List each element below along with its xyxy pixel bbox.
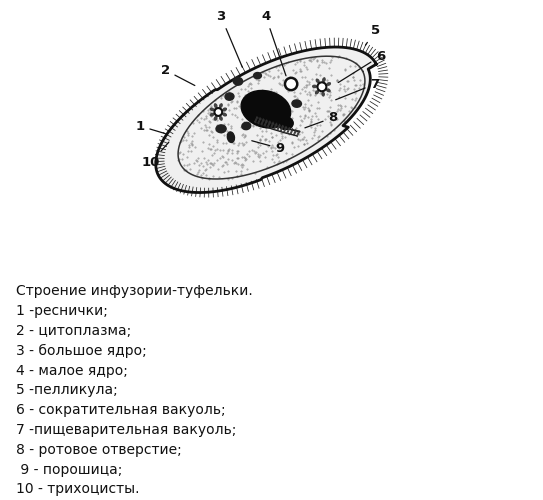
Ellipse shape: [327, 89, 330, 92]
Ellipse shape: [241, 90, 291, 128]
Text: 2: 2: [161, 64, 195, 86]
Ellipse shape: [313, 86, 316, 87]
Text: 1: 1: [135, 120, 165, 134]
Ellipse shape: [292, 100, 301, 107]
Text: Строение инфузории-туфельки.: Строение инфузории-туфельки.: [16, 284, 253, 298]
Text: 8 - ротовое отверстие;: 8 - ротовое отверстие;: [16, 443, 182, 457]
Ellipse shape: [317, 80, 319, 82]
Text: 3: 3: [217, 10, 242, 68]
Text: 5: 5: [365, 24, 380, 46]
Circle shape: [214, 108, 222, 116]
Ellipse shape: [223, 108, 226, 110]
Ellipse shape: [225, 93, 234, 100]
Ellipse shape: [210, 114, 213, 116]
Ellipse shape: [322, 92, 324, 96]
Ellipse shape: [233, 78, 243, 85]
Polygon shape: [156, 47, 376, 193]
Ellipse shape: [228, 132, 235, 142]
Ellipse shape: [278, 117, 293, 130]
Ellipse shape: [327, 83, 330, 85]
Ellipse shape: [220, 104, 222, 107]
Ellipse shape: [223, 114, 226, 116]
Text: 4 - малое ядро;: 4 - малое ядро;: [16, 364, 128, 378]
Circle shape: [285, 78, 297, 90]
Text: 10: 10: [142, 142, 169, 169]
Text: 9 - порошица;: 9 - порошица;: [16, 462, 123, 476]
Ellipse shape: [214, 104, 217, 107]
Ellipse shape: [214, 117, 217, 120]
Ellipse shape: [220, 117, 222, 120]
Text: 3 - большое ядро;: 3 - большое ядро;: [16, 344, 147, 358]
Ellipse shape: [210, 108, 213, 110]
Ellipse shape: [242, 122, 251, 130]
Text: 7: 7: [336, 78, 380, 100]
Text: 9: 9: [252, 140, 285, 155]
Text: 6 - сократительная вакуоль;: 6 - сократительная вакуоль;: [16, 403, 226, 417]
Ellipse shape: [323, 78, 325, 82]
Ellipse shape: [216, 125, 226, 132]
Ellipse shape: [254, 72, 261, 78]
Text: 1 -реснички;: 1 -реснички;: [16, 304, 108, 318]
Text: 8: 8: [305, 111, 338, 128]
Text: 4: 4: [261, 10, 286, 76]
Ellipse shape: [315, 91, 318, 94]
Text: 10 - трихоцисты.: 10 - трихоцисты.: [16, 482, 140, 496]
Text: 6: 6: [338, 50, 386, 82]
Text: 2 - цитоплазма;: 2 - цитоплазма;: [16, 324, 131, 338]
Text: 7 -пищеварительная вакуоль;: 7 -пищеварительная вакуоль;: [16, 423, 237, 437]
Text: 5 -пелликула;: 5 -пелликула;: [16, 384, 118, 398]
Circle shape: [318, 82, 326, 92]
